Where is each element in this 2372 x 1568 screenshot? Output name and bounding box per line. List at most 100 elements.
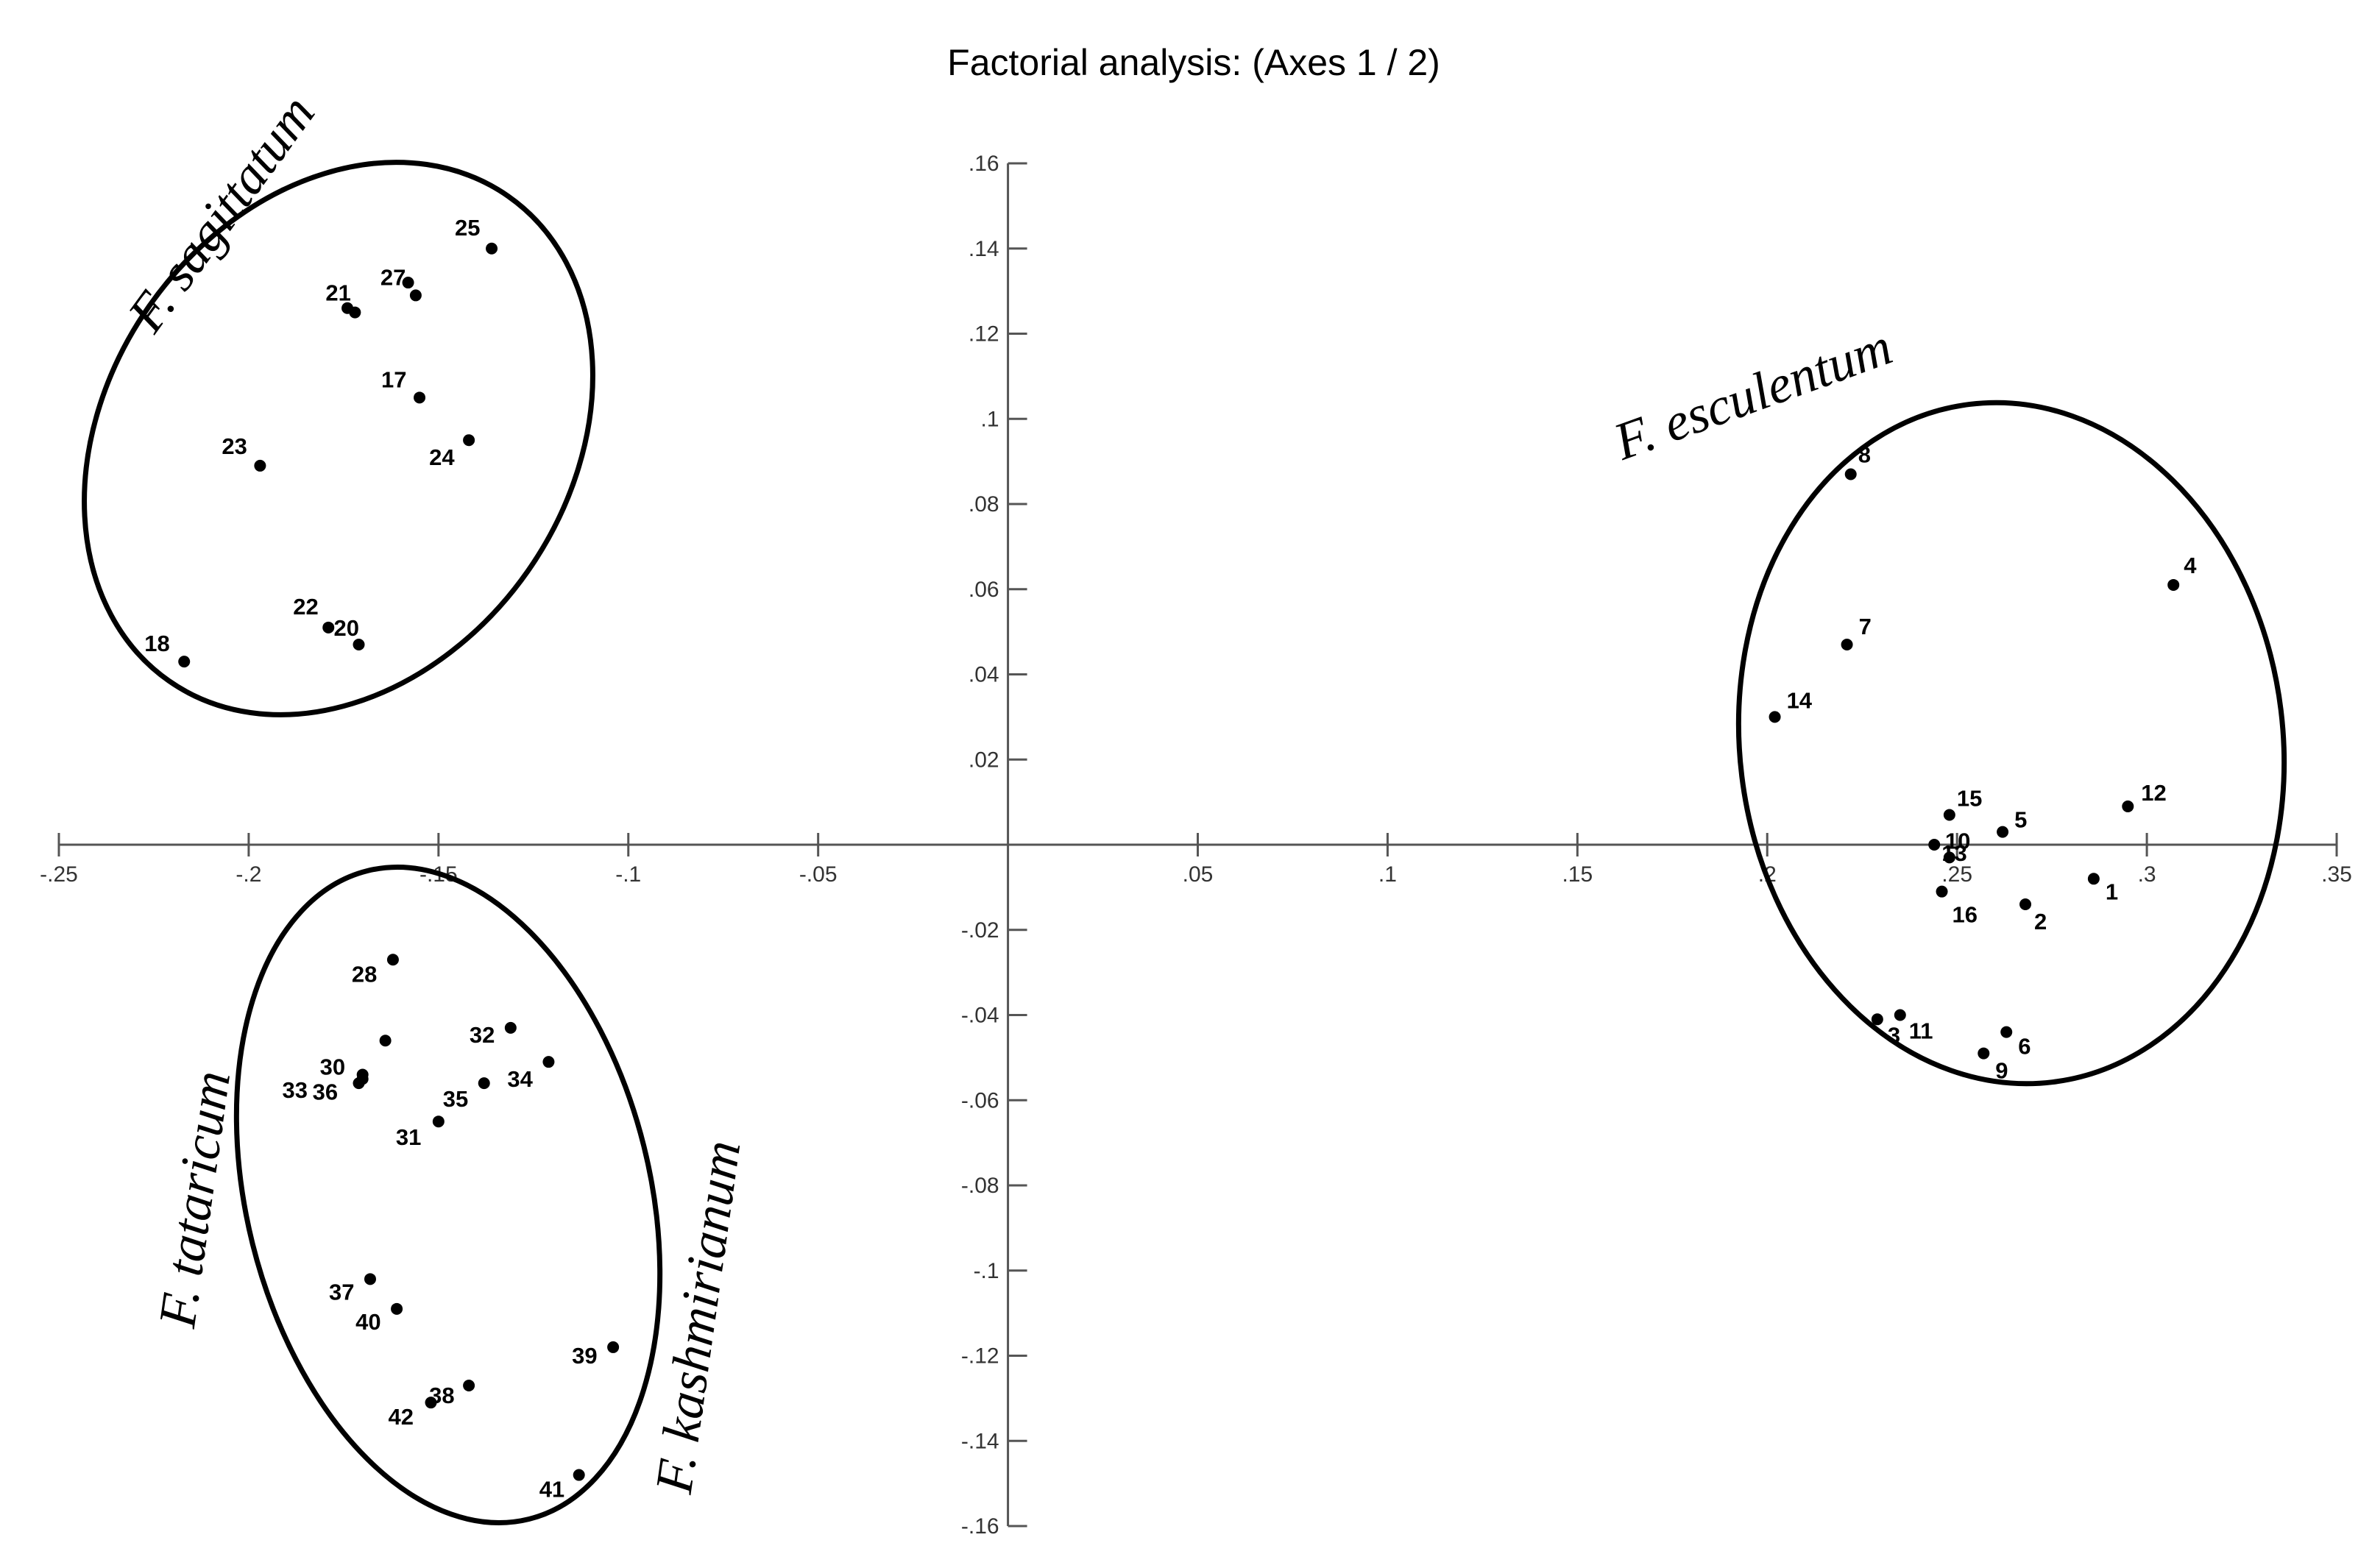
point-label-10: 10: [1945, 828, 1970, 854]
point-label-21: 21: [325, 280, 350, 306]
group-ellipses: [82, 160, 2287, 1525]
point-label-20: 20: [334, 615, 359, 641]
group-ellipse: [82, 160, 595, 717]
y-tick-label: .12: [969, 322, 999, 347]
point-13: [1928, 839, 1941, 851]
y-tick-label: -.1: [974, 1259, 999, 1283]
point-22: [322, 621, 335, 634]
point-label-12: 12: [2141, 780, 2166, 806]
x-tick-label: .35: [2321, 862, 2352, 887]
point-label-22: 22: [293, 594, 318, 620]
point-label-9: 9: [1995, 1058, 2008, 1084]
point-5: [1997, 826, 2009, 838]
x-tick-label: -.05: [799, 862, 838, 887]
point-label-6: 6: [2018, 1034, 2031, 1060]
point-label-17: 17: [381, 366, 406, 392]
y-tick-label: -.06: [961, 1088, 999, 1113]
point-3: [1871, 1013, 1883, 1026]
x-tick-label: .1: [1378, 862, 1397, 887]
group-ellipse: [233, 865, 663, 1525]
point-label-8: 8: [1858, 441, 1871, 467]
point-20: [353, 638, 365, 650]
point-42: [425, 1397, 437, 1409]
point-label-25: 25: [455, 215, 480, 241]
point-label-13: 13: [1941, 840, 1966, 866]
point-32: [504, 1021, 517, 1034]
y-tick-label: -.14: [961, 1429, 999, 1453]
point-10: [1943, 851, 1955, 864]
point-label-30: 30: [320, 1054, 345, 1080]
point-24: [463, 434, 475, 447]
point-8: [1844, 468, 1857, 480]
point-34: [542, 1056, 555, 1068]
point-label-31: 31: [396, 1124, 421, 1150]
point-label-34: 34: [507, 1066, 533, 1092]
point-35: [478, 1077, 490, 1090]
x-tick-label: .3: [2138, 862, 2156, 887]
y-tick-label: -.16: [961, 1514, 999, 1539]
x-tick-label: .15: [1562, 862, 1593, 887]
group-label: F. sagittatum: [116, 85, 327, 343]
point-15: [1943, 809, 1955, 821]
point-label-28: 28: [352, 961, 377, 987]
point-label-16: 16: [1953, 902, 1978, 928]
point-17: [414, 391, 426, 404]
point-40: [391, 1302, 403, 1315]
y-tick-label: .02: [969, 748, 999, 772]
y-tick-label: .04: [969, 663, 999, 687]
point-label-27: 27: [380, 264, 406, 290]
point-11: [1894, 1009, 1906, 1021]
y-tick-label: -.08: [961, 1174, 999, 1198]
x-tick-label: -.2: [236, 862, 261, 887]
point-label-23: 23: [222, 433, 247, 459]
point-label-4: 4: [2184, 553, 2197, 578]
point-label-41: 41: [539, 1477, 564, 1503]
point-label-7: 7: [1859, 614, 1872, 639]
point-23: [254, 459, 266, 472]
point-label-15: 15: [1957, 785, 1982, 811]
point-label-35: 35: [443, 1086, 468, 1112]
y-tick-label: -.04: [961, 1004, 999, 1028]
point-14: [1769, 711, 1781, 723]
y-tick-label: -.02: [961, 918, 999, 943]
point-36: [356, 1073, 369, 1085]
point-label-42: 42: [389, 1404, 414, 1430]
point-9: [1978, 1047, 1990, 1060]
point-7: [1841, 638, 1853, 650]
group-label: F. esculentum: [1606, 316, 1900, 471]
point-16: [1936, 885, 1948, 898]
point-label-33: 33: [283, 1077, 308, 1103]
x-tick-label: -.1: [615, 862, 641, 887]
point-label-40: 40: [355, 1309, 380, 1335]
y-tick-label: .06: [969, 578, 999, 602]
y-tick-label: -.12: [961, 1344, 999, 1369]
y-tick-label: .08: [969, 492, 999, 517]
y-tick-label: .1: [981, 407, 999, 431]
group-ellipse: [1735, 400, 2287, 1087]
point-26: [402, 277, 414, 289]
point-38: [463, 1380, 475, 1392]
x-tick-label: -.25: [40, 862, 78, 887]
point-31: [432, 1115, 445, 1128]
point-label-39: 39: [572, 1343, 597, 1369]
point-29: [379, 1035, 392, 1047]
axes: -.25 -.2 -.15 -.1 -.05.05.1.15.2.25.3.35.16.…: [40, 152, 2352, 1539]
y-tick-label: .16: [969, 152, 999, 176]
point-label-11: 11: [1909, 1018, 1933, 1044]
group-label: F. tataricum: [147, 1067, 241, 1331]
point-39: [607, 1341, 620, 1353]
point-25: [486, 242, 498, 255]
point-6: [2000, 1026, 2013, 1038]
chart-title: Factorial analysis: (Axes 1 / 2): [947, 42, 1440, 83]
point-label-3: 3: [1888, 1022, 1900, 1048]
point-27: [409, 289, 422, 302]
point-label-1: 1: [2106, 879, 2118, 904]
point-label-18: 18: [144, 631, 169, 656]
point-1: [2087, 873, 2100, 885]
point-12: [2122, 800, 2134, 812]
x-tick-label: .05: [1183, 862, 1214, 887]
point-37: [364, 1273, 376, 1285]
point-21: [349, 306, 361, 319]
